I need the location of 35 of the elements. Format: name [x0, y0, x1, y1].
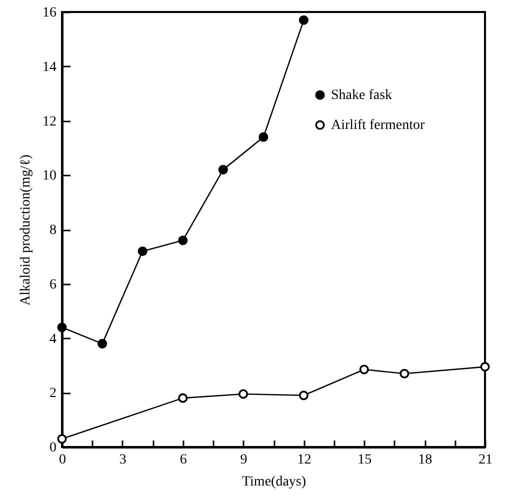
point: [400, 368, 410, 378]
x-tick-label: 3: [119, 452, 126, 468]
point: [298, 390, 308, 400]
point: [57, 434, 67, 444]
point: [138, 246, 148, 256]
point: [258, 132, 268, 142]
y-tick-label: 10: [42, 168, 56, 184]
x-tick-label: 21: [478, 452, 492, 468]
y-tick-label: 0: [50, 440, 56, 456]
x-tick-label: 18: [418, 452, 432, 468]
x-axis-title: Time(days): [242, 474, 306, 490]
x-tick-label: 15: [358, 452, 372, 468]
y-tick-label: 16: [42, 6, 56, 20]
legend-label: Shake fask: [331, 88, 392, 103]
point: [178, 236, 188, 246]
point: [480, 362, 490, 372]
legend-label: Airlift fermentor: [331, 118, 426, 133]
x-tick-label: 9: [240, 452, 248, 468]
point: [218, 164, 228, 174]
x-tick-label: 12: [297, 452, 312, 468]
point: [359, 364, 369, 374]
point: [98, 338, 108, 348]
point: [57, 322, 67, 332]
point: [238, 389, 248, 399]
point: [298, 15, 308, 25]
x-tick-label: 6: [180, 452, 187, 468]
y-axis-title: Alkaloid production(mg/ℓ): [18, 154, 34, 306]
point: [178, 393, 188, 403]
y-tick-label: 12: [42, 114, 56, 130]
x-tick-label: 0: [59, 452, 66, 468]
y-tick-label: 14: [42, 60, 56, 75]
y-tick-label: 2: [50, 386, 56, 402]
y-tick-label: 4: [50, 332, 56, 347]
y-tick-label: 6: [50, 277, 56, 292]
y-tick-label: 8: [50, 223, 56, 238]
